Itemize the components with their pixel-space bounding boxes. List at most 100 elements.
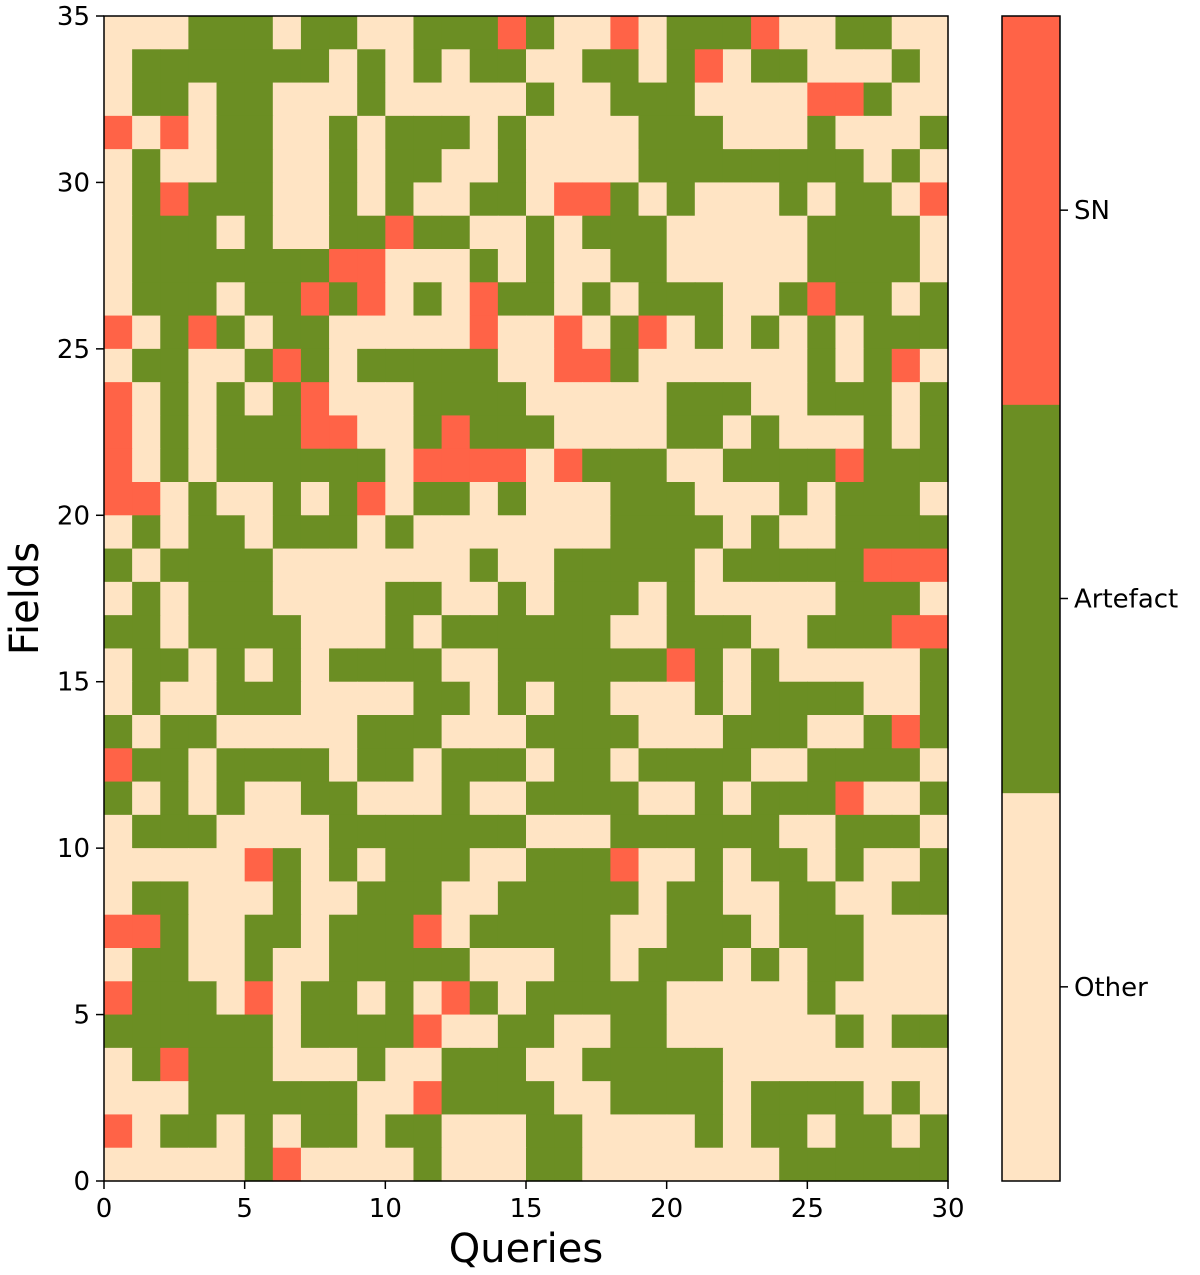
heatmap-cell [638, 348, 668, 383]
heatmap-cell [526, 1147, 555, 1182]
heatmap-cell [919, 681, 949, 716]
heatmap-cell [638, 1114, 668, 1149]
heatmap-cell [216, 1014, 246, 1049]
heatmap-cell [244, 16, 274, 50]
heatmap-cell [919, 348, 949, 383]
heatmap-cell [104, 1114, 133, 1149]
heatmap-cell [300, 1114, 330, 1149]
heatmap-cell [216, 1081, 246, 1116]
heatmap-cell [751, 348, 780, 383]
heatmap-cell [104, 348, 133, 383]
heatmap-cell [300, 249, 330, 283]
heatmap-cell [863, 781, 893, 816]
heatmap-cell [694, 149, 724, 184]
heatmap-cell [638, 215, 668, 250]
heatmap-cell [216, 382, 246, 417]
heatmap-cell [610, 382, 640, 417]
heatmap-cell [385, 881, 415, 916]
heatmap-cell [694, 814, 724, 849]
heatmap-cell [751, 1014, 780, 1049]
heatmap-cell [216, 282, 246, 317]
heatmap-cell [835, 382, 865, 417]
heatmap-cell [526, 282, 555, 317]
heatmap-cell [104, 415, 133, 450]
heatmap-cell [919, 1014, 949, 1049]
heatmap-cell [526, 881, 555, 916]
heatmap-cell [413, 515, 443, 550]
heatmap-cell [835, 748, 865, 783]
heatmap-cell [722, 82, 752, 117]
heatmap-cell [104, 548, 133, 583]
heatmap-cell [357, 1081, 386, 1116]
heatmap-cell [272, 781, 302, 816]
heatmap-cell [385, 814, 415, 849]
heatmap-cell [582, 681, 611, 716]
heatmap-cell [329, 415, 358, 450]
heatmap-cell [582, 715, 611, 749]
heatmap-cell [638, 781, 668, 816]
heatmap-cell [891, 115, 921, 150]
heatmap-cell [413, 848, 443, 883]
heatmap-cell [694, 382, 724, 417]
heatmap-cell [807, 515, 837, 550]
heatmap-cell [132, 16, 161, 50]
heatmap-cell [244, 1147, 274, 1182]
heatmap-cell [132, 49, 161, 84]
heatmap-cell [413, 415, 443, 450]
heatmap-cell [216, 1047, 246, 1082]
heatmap-cell [638, 648, 668, 683]
heatmap-cell [526, 515, 555, 550]
heatmap-cell [357, 814, 386, 849]
heatmap-cell [610, 914, 640, 949]
heatmap-cell [385, 82, 415, 117]
heatmap-cell [779, 781, 808, 816]
heatmap-cell [526, 848, 555, 883]
heatmap-cell [919, 715, 949, 749]
heatmap-cell [413, 49, 443, 84]
heatmap-cell [104, 615, 133, 650]
heatmap-cell [891, 681, 921, 716]
heatmap-cell [385, 681, 415, 716]
heatmap-cell [863, 914, 893, 949]
heatmap-cell [160, 149, 189, 184]
heatmap-cell [413, 1147, 443, 1182]
heatmap-cell [638, 448, 668, 483]
heatmap-cell [469, 648, 499, 683]
heatmap-cell [441, 781, 471, 816]
heatmap-cell [694, 115, 724, 150]
heatmap-cell [441, 249, 471, 283]
heatmap-cell [132, 914, 161, 949]
heatmap-cell [104, 482, 133, 516]
heatmap-cell [751, 49, 780, 84]
heatmap-cell [132, 681, 161, 716]
heatmap-cell [160, 581, 189, 616]
heatmap-cell [554, 1014, 583, 1049]
heatmap-cell [469, 1081, 499, 1116]
heatmap-cell [160, 82, 189, 117]
heatmap-cell [722, 382, 752, 417]
heatmap-cell [357, 215, 386, 250]
heatmap-cell [779, 814, 808, 849]
heatmap-cell [272, 881, 302, 916]
heatmap-cell [132, 149, 161, 184]
heatmap-cell [497, 115, 527, 150]
heatmap-cell [160, 715, 189, 749]
heatmap-cell [497, 382, 527, 417]
y-axis-title: Fields [2, 542, 48, 655]
heatmap-cell [666, 49, 696, 84]
heatmap-cell [469, 282, 499, 317]
heatmap-cell [441, 1047, 471, 1082]
heatmap-cell [188, 881, 218, 916]
heatmap-cell [244, 115, 274, 150]
heatmap-cell [694, 914, 724, 949]
heatmap-cell [272, 1014, 302, 1049]
heatmap-cell [891, 1047, 921, 1082]
heatmap-cell [272, 615, 302, 650]
heatmap-cell [863, 715, 893, 749]
heatmap-cell [807, 1081, 837, 1116]
heatmap-cell [722, 448, 752, 483]
heatmap-cell [357, 781, 386, 816]
heatmap-cell [300, 814, 330, 849]
heatmap-cell [244, 415, 274, 450]
colorbar-label: Artefact [1074, 585, 1178, 615]
